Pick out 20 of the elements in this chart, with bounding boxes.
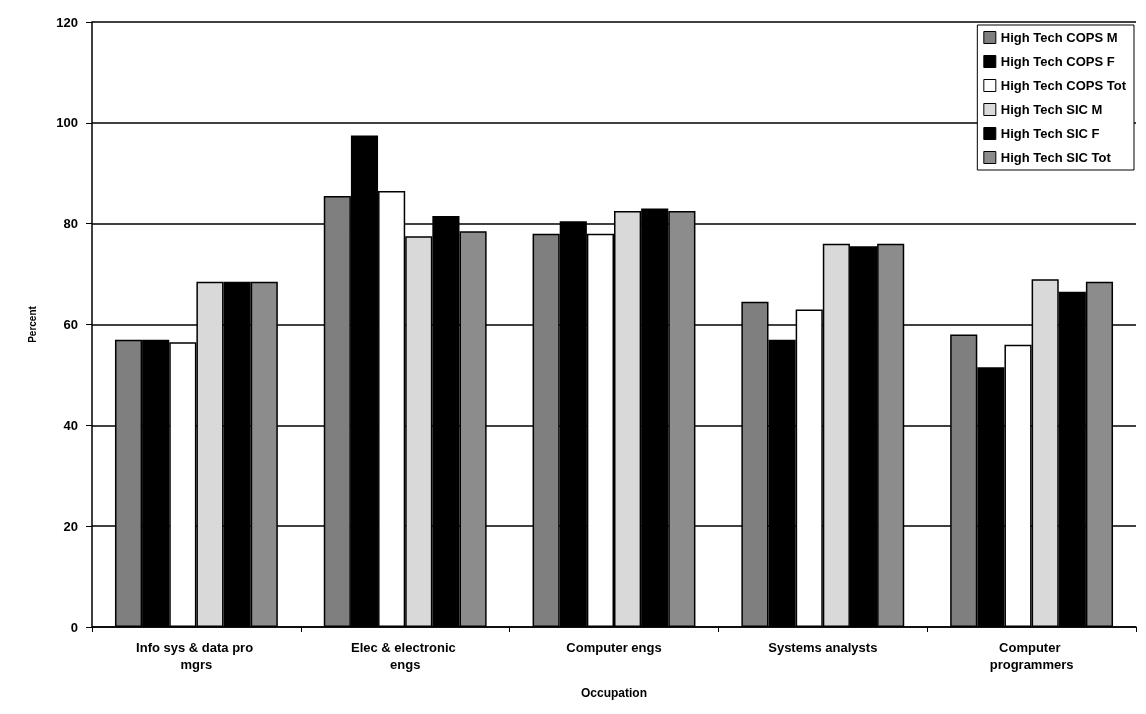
x-axis-title: Occupation xyxy=(580,686,648,700)
y-tick-label: 120 xyxy=(56,14,78,30)
x-tick-label: Info sys & data pro mgrs xyxy=(136,640,257,672)
y-tick-label: 40 xyxy=(63,417,78,433)
legend-label: High Tech SIC F xyxy=(1000,126,1100,141)
legend-label: High Tech COPS F xyxy=(1000,54,1115,69)
y-tick-label: 100 xyxy=(56,115,78,131)
legend-label: High Tech SIC M xyxy=(1000,102,1103,117)
y-tick-label: 0 xyxy=(70,619,78,635)
y-tick-label: 20 xyxy=(63,518,78,534)
x-tick-label: Computer engs xyxy=(566,640,662,655)
x-tick-label: Elec & electronic engs xyxy=(351,640,460,672)
legend-label: High Tech COPS M xyxy=(1000,30,1118,45)
legend-label: High Tech SIC Tot xyxy=(1000,150,1112,165)
x-tick-label: Computer programmers xyxy=(989,640,1074,672)
y-tick-label: 80 xyxy=(63,216,78,232)
y-tick-label: 60 xyxy=(63,317,78,332)
x-tick-label: Systems analysts xyxy=(768,640,878,655)
y-axis-title: Percent xyxy=(26,305,38,343)
legend-label: High Tech COPS Tot xyxy=(1000,78,1127,93)
